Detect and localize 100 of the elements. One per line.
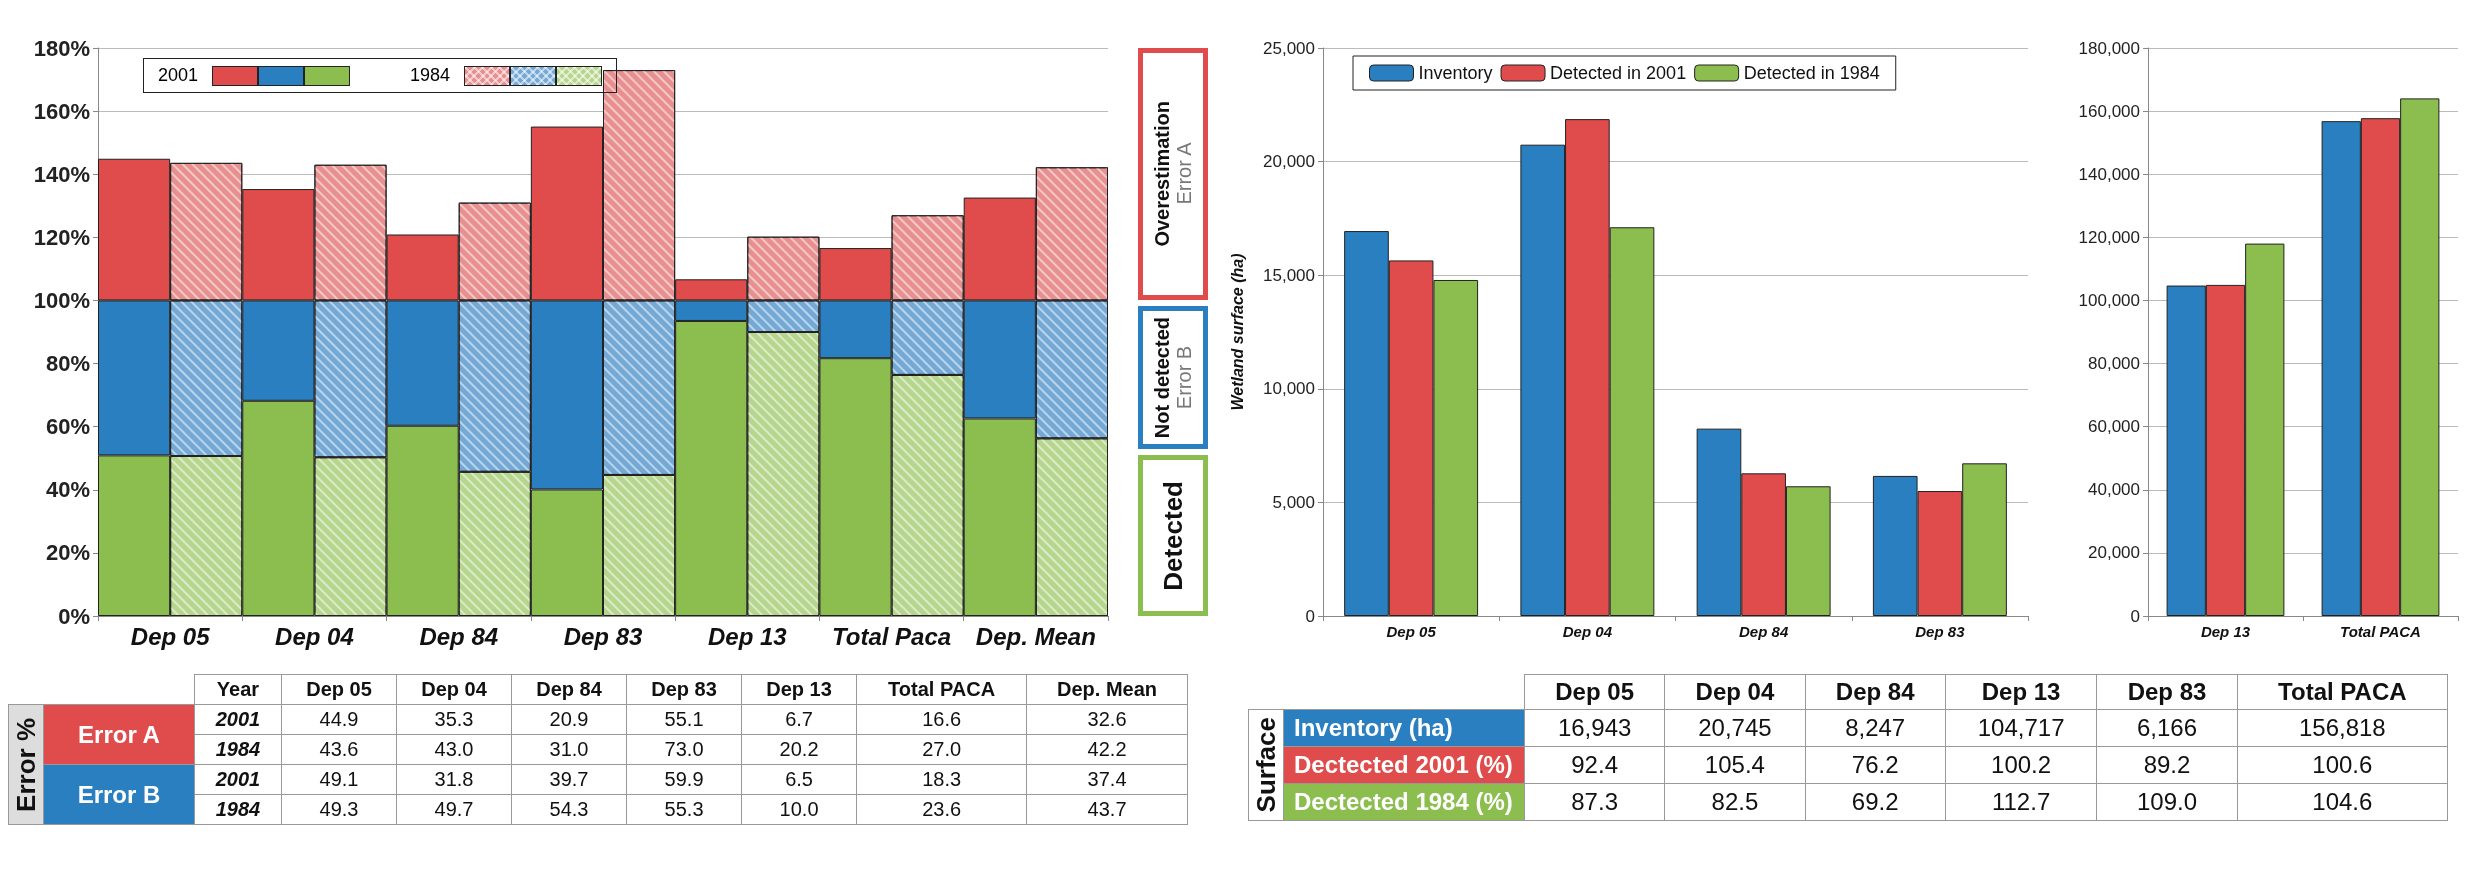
legend-label: Inventory	[1418, 63, 1493, 83]
y-tick-label: 180,000	[2078, 38, 2140, 58]
data-label: 42.2	[1026, 734, 1188, 765]
x-tick-label: Dep 05	[130, 622, 211, 650]
legend-label: Detected in 1984	[1743, 63, 1880, 83]
y-tick-label: 120%	[33, 224, 90, 250]
y-tick-label: 80%	[45, 351, 90, 377]
y-tick-label: 80,000	[2088, 354, 2140, 374]
annotation: 1984	[410, 65, 451, 86]
x-tick-label: Dep. Mean	[1026, 674, 1188, 705]
y-axis-title: Error %	[10, 717, 42, 812]
y-tick-label: 1984	[194, 734, 282, 765]
data-label: 92.4	[1524, 746, 1665, 784]
y-tick-label: 140,000	[2078, 164, 2140, 184]
x-tick-label: Dep 83	[626, 674, 742, 705]
y-tick-label: 100%	[33, 287, 90, 313]
row-header: Error B	[43, 764, 195, 825]
annotation: 2001	[158, 65, 199, 86]
data-label: 105.4	[1664, 746, 1806, 784]
data-label: 44.9	[281, 704, 397, 735]
data-label: 112.7	[1945, 783, 2097, 821]
data-label: 6.5	[741, 764, 857, 795]
y-tick-label: 0%	[58, 603, 90, 629]
data-label: 27.0	[856, 734, 1027, 765]
y-tick-label: 20%	[45, 540, 90, 566]
data-label: 73.0	[626, 734, 742, 765]
x-tick-label: Dep 05	[1386, 623, 1437, 640]
text: Detected	[1157, 480, 1188, 591]
data-label: 10.0	[741, 794, 857, 825]
data-label: 49.3	[281, 794, 397, 825]
x-tick-label: Total PACA	[856, 674, 1027, 705]
data-label: 87.3	[1524, 783, 1665, 821]
y-tick-label: 15,000	[1263, 265, 1315, 285]
data-label: 82.5	[1664, 783, 1806, 821]
x-tick-label: Dep 04	[1664, 674, 1806, 710]
data-label: 69.2	[1805, 783, 1946, 821]
y-tick-label: 40%	[45, 477, 90, 503]
y-tick-label: 60%	[45, 414, 90, 440]
y-tick-label: 60,000	[2088, 417, 2140, 437]
x-tick-label: Dep 04	[1562, 623, 1613, 640]
x-tick-label: Total PACA	[2237, 674, 2448, 710]
y-tick-label: 100,000	[2078, 290, 2140, 310]
x-tick-label: Dep 84	[419, 622, 499, 650]
x-tick-label: Dep 84	[511, 674, 627, 705]
x-tick-label: Dep 84	[1805, 674, 1946, 710]
text: Year	[194, 674, 282, 705]
x-tick-label: Dep 83	[1915, 623, 1966, 640]
x-tick-label: Total PACA	[2340, 623, 2421, 640]
y-tick-label: 0	[1305, 606, 1315, 626]
data-label: 39.7	[511, 764, 627, 795]
data-label: 16,943	[1524, 709, 1665, 747]
x-tick-label: Dep 83	[563, 622, 643, 650]
key-box: 2001 1984	[143, 58, 618, 93]
data-label: 43.7	[1026, 794, 1188, 825]
data-label: 100.2	[1945, 746, 2097, 784]
x-tick-label: Dep 13	[2200, 623, 2251, 640]
y-axis-title: Wetland surface (ha)	[1228, 253, 1246, 411]
data-label: 20,745	[1664, 709, 1806, 747]
data-label: 16.6	[856, 704, 1027, 735]
y-tick-label: 40,000	[2088, 480, 2140, 500]
data-label: 8,247	[1805, 709, 1946, 747]
data-label: 23.6	[856, 794, 1027, 825]
y-tick-label: 20,000	[2088, 543, 2140, 563]
y-tick-label: 1984	[194, 794, 282, 825]
data-label: 18.3	[856, 764, 1027, 795]
data-label: 31.8	[396, 764, 512, 795]
y-tick-label: 10,000	[1263, 379, 1315, 399]
x-tick-label: Dep 13	[741, 674, 857, 705]
legend-label: Detected in 2001	[1550, 63, 1687, 83]
x-tick-label: Dep 84	[1739, 623, 1789, 640]
data-label: 59.9	[626, 764, 742, 795]
data-label: 100.6	[2237, 746, 2448, 784]
data-label: 49.1	[281, 764, 397, 795]
data-label: 55.1	[626, 704, 742, 735]
y-tick-label: 25,000	[1263, 38, 1315, 58]
x-tick-label: Dep 13	[707, 622, 788, 650]
y-tick-label: 2001	[194, 704, 282, 735]
data-label: 43.0	[396, 734, 512, 765]
y-tick-label: 0	[2130, 606, 2140, 626]
data-label: 109.0	[2096, 783, 2238, 821]
x-tick-label: Dep 05	[281, 674, 397, 705]
data-label: 35.3	[396, 704, 512, 735]
data-label: 32.6	[1026, 704, 1188, 735]
x-tick-label: Dep 13	[1945, 674, 2097, 710]
text: Overestimation Error A	[1151, 101, 1195, 247]
y-tick-label: 20,000	[1263, 152, 1315, 172]
y-tick-label: 2001	[194, 764, 282, 795]
row-header: Dectected 2001 (%)	[1283, 746, 1525, 784]
data-label: 55.3	[626, 794, 742, 825]
y-tick-label: 120,000	[2078, 227, 2140, 247]
x-tick-label: Dep 04	[275, 622, 354, 650]
row-header: Dectected 1984 (%)	[1283, 783, 1525, 821]
row-header: Error A	[43, 704, 195, 765]
x-tick-label: Dep. Mean	[975, 622, 1096, 650]
data-label: 43.6	[281, 734, 397, 765]
x-tick-label: Dep 04	[396, 674, 512, 705]
data-label: 54.3	[511, 794, 627, 825]
data-label: 49.7	[396, 794, 512, 825]
data-label: 31.0	[511, 734, 627, 765]
data-label: 20.9	[511, 704, 627, 735]
